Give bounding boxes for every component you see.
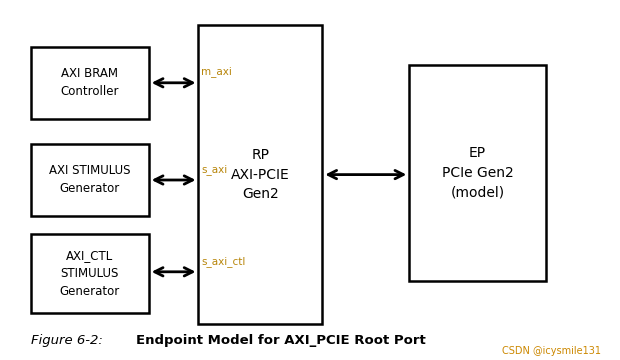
Bar (31, 144, 149, 216)
Text: CSDN @icysmile131: CSDN @icysmile131 (502, 346, 601, 356)
Bar (31, 47, 149, 119)
Bar (409, 65, 546, 281)
Text: AXI STIMULUS
Generator: AXI STIMULUS Generator (49, 165, 131, 195)
Text: AXI BRAM
Controller: AXI BRAM Controller (61, 67, 119, 98)
Text: m_axi: m_axi (202, 67, 232, 77)
Text: RP
AXI-PCIE
Gen2: RP AXI-PCIE Gen2 (231, 148, 290, 201)
Text: EP
PCIe Gen2
(model): EP PCIe Gen2 (model) (441, 146, 513, 199)
Bar (198, 25, 322, 324)
Text: AXI_CTL
STIMULUS
Generator: AXI_CTL STIMULUS Generator (60, 249, 120, 298)
Text: Figure 6-2:: Figure 6-2: (31, 334, 103, 347)
Text: Endpoint Model for AXI_PCIE Root Port: Endpoint Model for AXI_PCIE Root Port (136, 334, 426, 347)
Text: s_axi: s_axi (202, 164, 228, 175)
Bar (31, 234, 149, 313)
Text: s_axi_ctl: s_axi_ctl (202, 256, 246, 267)
